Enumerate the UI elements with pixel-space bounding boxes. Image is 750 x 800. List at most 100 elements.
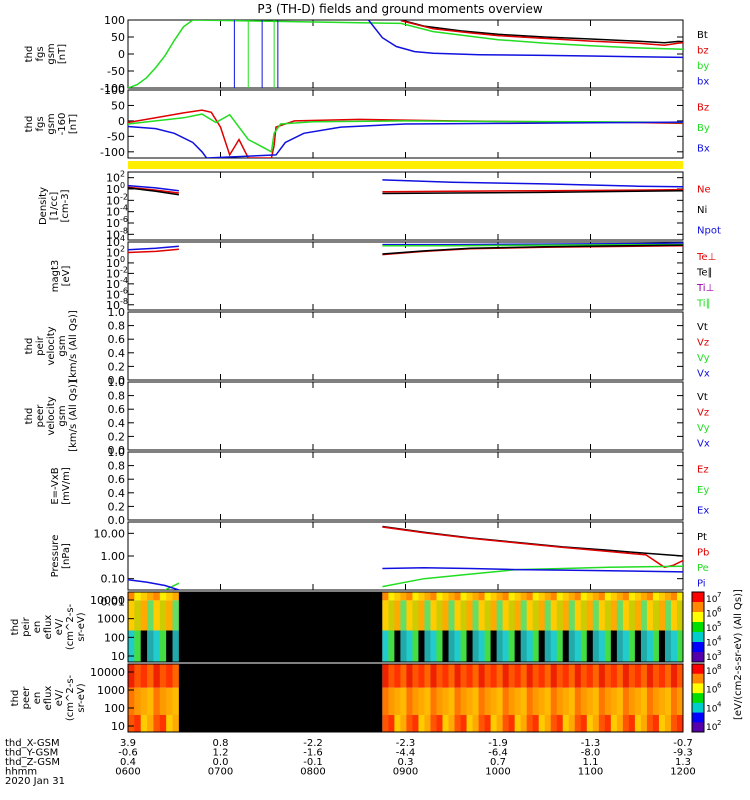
spectrogram-cell xyxy=(424,592,431,601)
legend-Vz: Vz xyxy=(697,407,709,418)
spectrogram-cell xyxy=(134,715,142,732)
spectrogram-cell xyxy=(406,630,413,662)
spectrogram-cell xyxy=(646,600,654,631)
spectrogram-cell xyxy=(568,715,576,732)
spectrogram-cell xyxy=(670,715,678,732)
panel-ylabel-line: velocity xyxy=(46,326,57,365)
spectrogram-cell xyxy=(128,664,135,688)
panel-ylabel-line: thd xyxy=(24,46,35,63)
ephemeris-table: thd_X-GSM 3.9 0.8 -2.2 -2.3 -1.9 -1.3 -0.7 thd_Y… xyxy=(5,738,696,787)
spectrogram-cell xyxy=(616,630,624,662)
spectrogram-cell xyxy=(586,664,594,688)
panel-frame xyxy=(127,591,684,663)
spectrogram-cell xyxy=(454,630,462,662)
spectrogram-cell xyxy=(520,687,528,715)
spectrogram-cell xyxy=(628,664,636,688)
y-tick-label: 0.2 xyxy=(108,500,126,513)
spectrogram-cell xyxy=(134,687,142,715)
spectrogram-cell xyxy=(478,630,486,662)
spectrogram-cell xyxy=(153,664,161,688)
spectrogram-cell xyxy=(159,600,167,631)
spectrogram-cell xyxy=(394,664,401,688)
spectrogram-ylabel-line: en xyxy=(32,621,43,634)
spectrogram-cell xyxy=(664,664,672,688)
spectrogram-cell xyxy=(466,600,474,631)
colorbar-cell xyxy=(692,664,704,675)
ephem-value: 1.3 xyxy=(675,757,691,768)
spectrogram-cell xyxy=(153,687,161,715)
spectrogram-peir-en-eflux: 10000 1000 100 10 thd peir en eflux eV/(cm^2-s-s… xyxy=(10,591,722,663)
spectrogram-cell xyxy=(562,715,570,732)
y-tick-label: 10 xyxy=(106,246,120,259)
panel-frame xyxy=(127,171,684,241)
panel-ylabel-line: fgs xyxy=(35,116,46,131)
spectrogram-cell xyxy=(394,715,401,732)
panel-ylabel-line: Pressure xyxy=(50,535,61,578)
spectrogram-cell xyxy=(556,592,564,601)
spectrogram-ylabel-line: eflux xyxy=(43,686,54,711)
y-tick-label: 10 xyxy=(106,217,120,230)
series-Ti∥ xyxy=(382,243,683,247)
panel-ylabel-line: gsm xyxy=(57,405,68,426)
spectrogram-ylabel-line: thd xyxy=(10,690,21,707)
series-group xyxy=(128,179,683,196)
spectrogram-cell xyxy=(484,592,492,601)
y-tick-label: 10 xyxy=(106,236,120,249)
spectrogram-cell xyxy=(140,600,148,631)
spectrogram-cell xyxy=(634,630,642,662)
spectrogram-cell xyxy=(382,715,389,732)
spectrogram-cell xyxy=(153,592,161,601)
spectrogram-cell xyxy=(652,600,660,631)
series-Te⊥ xyxy=(128,248,179,254)
spectrogram-cell xyxy=(412,600,419,631)
spectrogram-cell xyxy=(526,687,534,715)
spectrogram-cell xyxy=(172,715,180,732)
spectrogram-cell xyxy=(622,687,630,715)
spectrogram-cell xyxy=(568,592,576,601)
spectrogram-cell xyxy=(400,600,407,631)
panel-ylabel-line: [cm-3] xyxy=(60,189,71,222)
spectrogram-cell xyxy=(128,592,135,601)
spectrogram-cell xyxy=(153,600,161,631)
spectrogram-cell xyxy=(466,687,474,715)
spectrogram-cell xyxy=(646,630,654,662)
spectrogram-cell xyxy=(172,687,180,715)
spectrogram-cell xyxy=(472,715,480,732)
colorbar-cell xyxy=(692,602,704,613)
y-tick-label: 0.4 xyxy=(108,417,126,430)
y-tick-label: 50 xyxy=(111,31,125,44)
spectrogram-cell xyxy=(147,592,154,601)
spectrogram-cell xyxy=(508,600,516,631)
spectrogram-cell xyxy=(406,687,413,715)
spectrogram-cell xyxy=(532,687,540,715)
spectrogram-cell xyxy=(574,600,582,631)
colorbar-cell xyxy=(692,622,704,633)
colorbar-cell xyxy=(692,722,704,733)
panel-ylabel-line: [nT] xyxy=(57,44,68,64)
spectrogram-cell xyxy=(448,687,456,715)
spectrogram-cell xyxy=(652,715,660,732)
spectrogram-cell xyxy=(598,600,606,631)
y-tick-label: 1.0 xyxy=(108,446,126,459)
y-tick-label: 0 xyxy=(118,48,125,61)
spectrogram-cell xyxy=(484,715,492,732)
ephem-value: 0.4 xyxy=(120,757,136,768)
spectrogram-cell xyxy=(412,630,419,662)
colorbar-tick: 10 xyxy=(706,595,718,605)
spectrogram-cell xyxy=(418,687,425,715)
spectrogram-cell xyxy=(604,664,612,688)
spectrogram-cell xyxy=(388,630,395,662)
spectrogram-cell xyxy=(460,664,468,688)
spectrogram-cell xyxy=(550,630,558,662)
spectrogram-cell xyxy=(430,592,437,601)
spectrogram-cell xyxy=(140,592,148,601)
spectrogram-cell xyxy=(592,687,600,715)
spectrogram-cell xyxy=(502,600,510,631)
spectrogram-cell xyxy=(604,592,612,601)
series-Bx xyxy=(128,121,683,158)
spectrogram-cell xyxy=(436,592,443,601)
spectrogram-cell xyxy=(610,687,618,715)
spectrogram-cell xyxy=(616,592,624,601)
